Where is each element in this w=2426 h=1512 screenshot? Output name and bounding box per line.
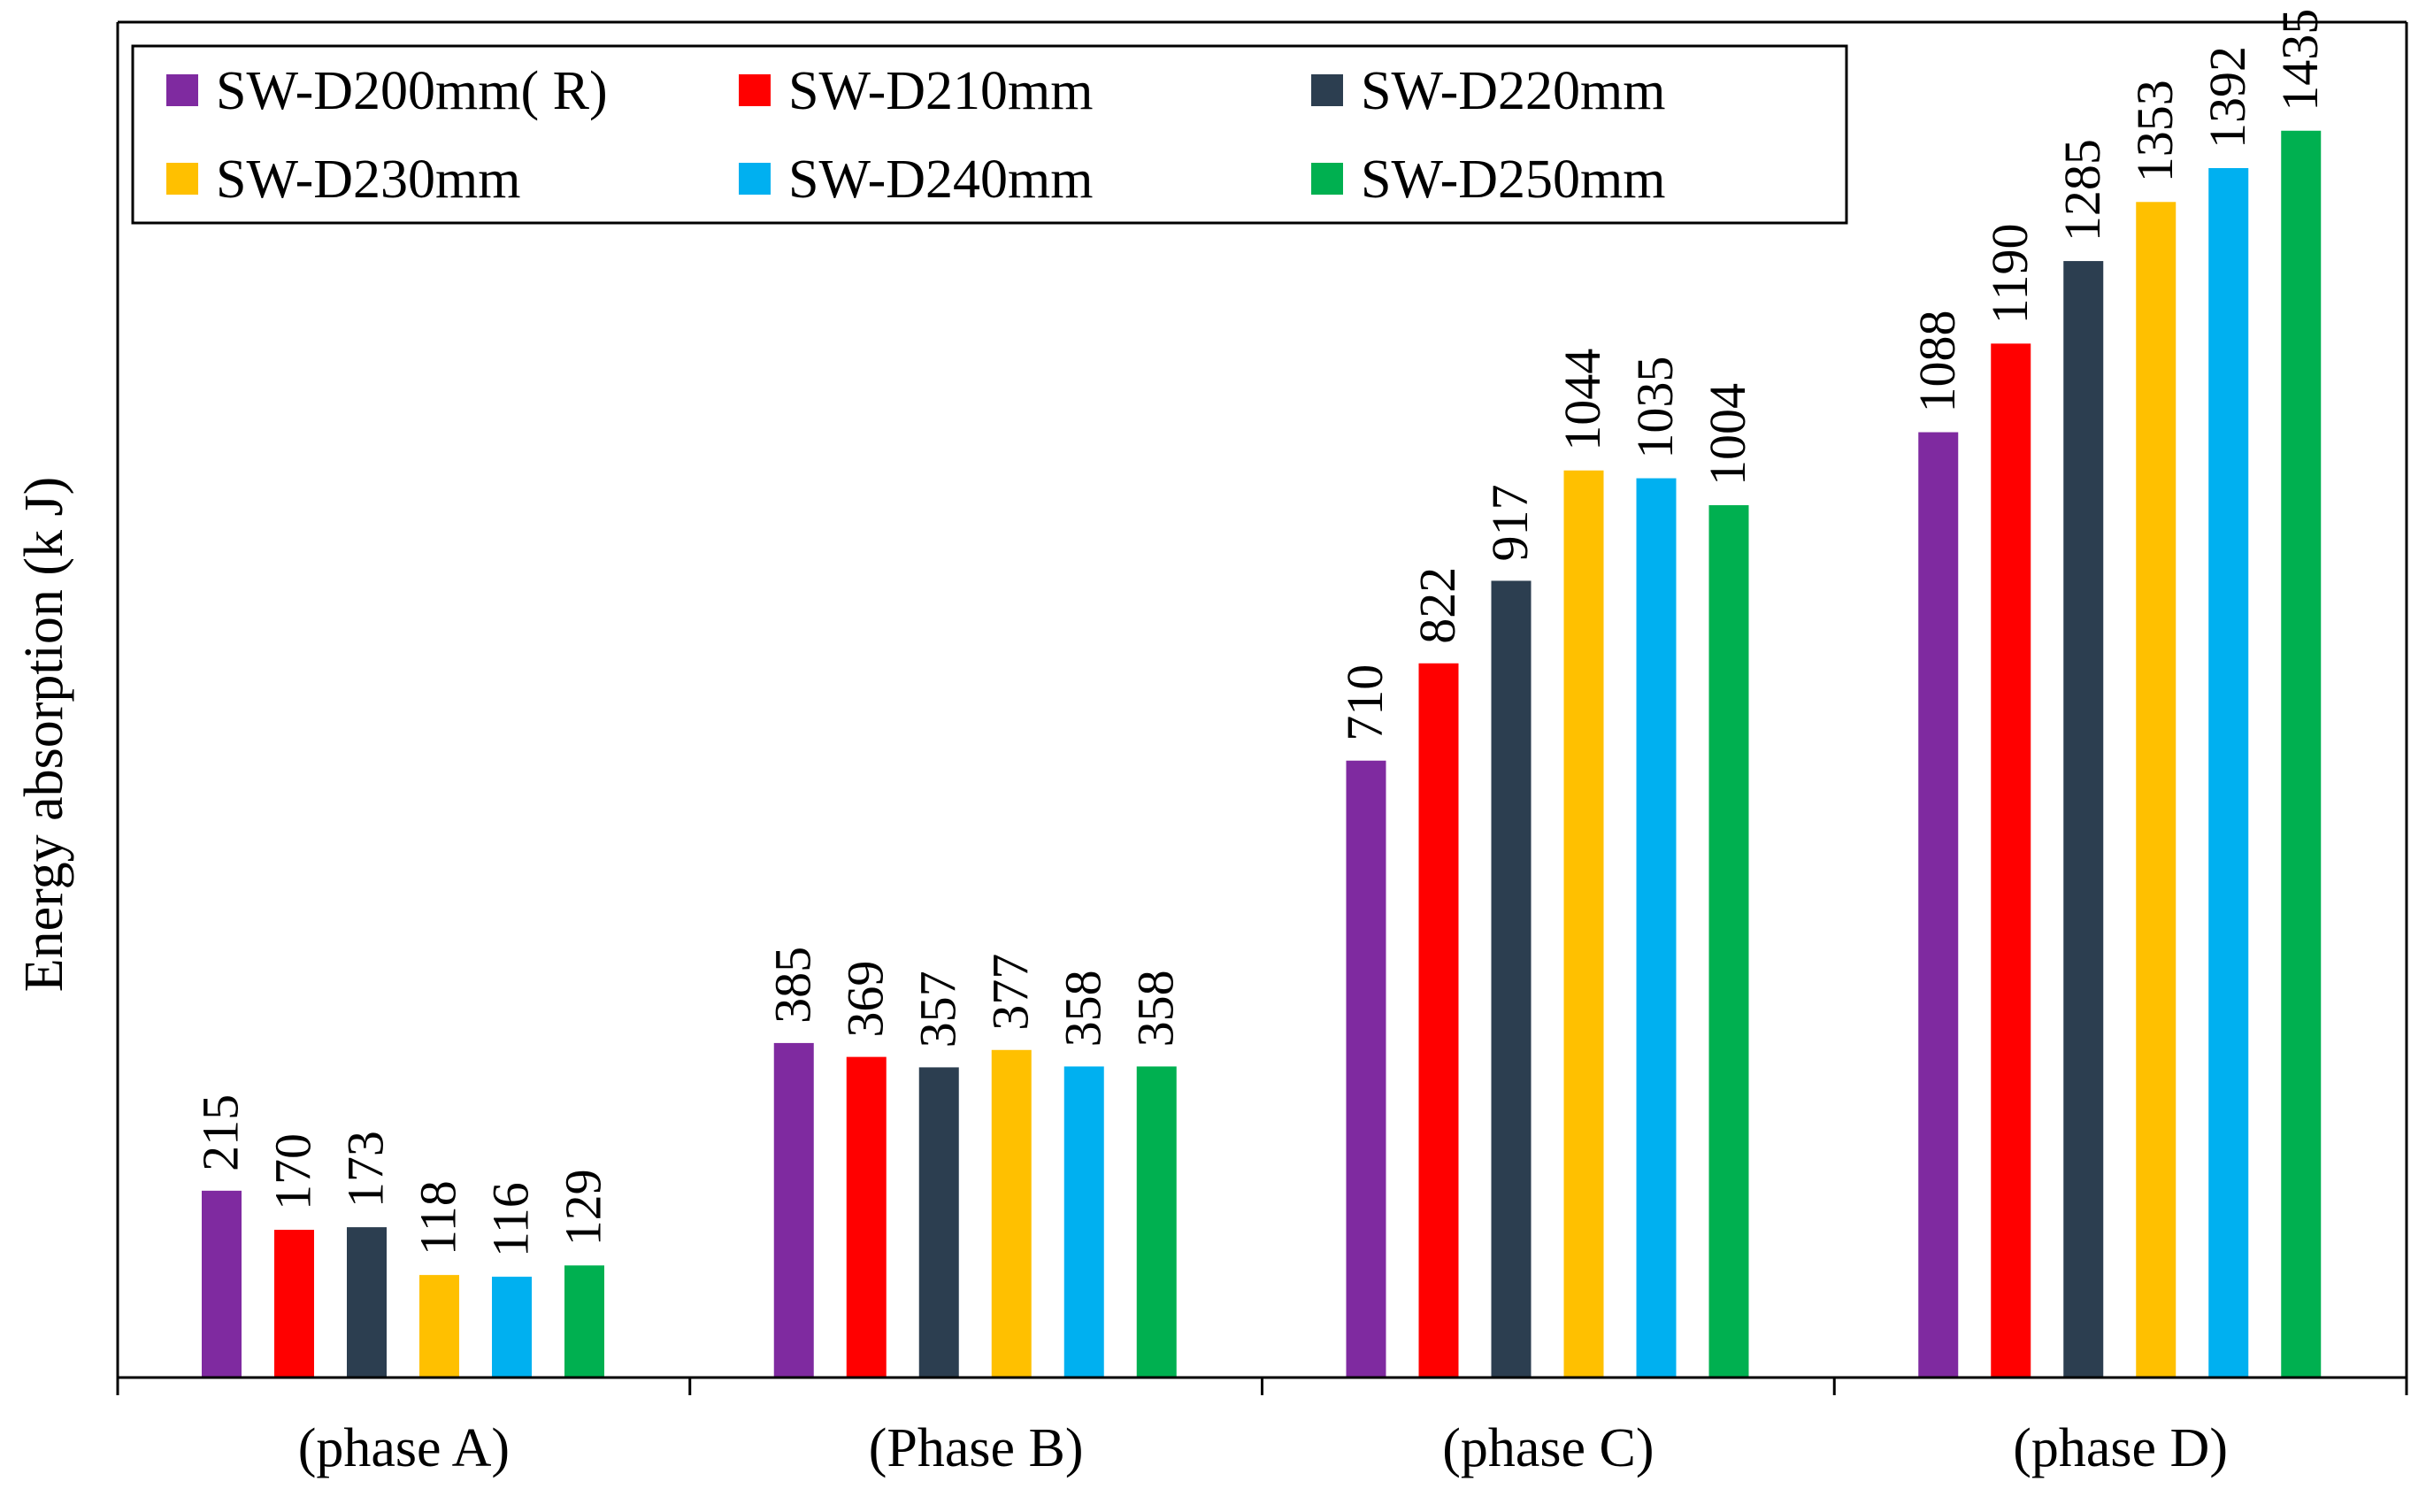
legend-box: [131, 44, 1848, 225]
bar-4-5: [2208, 167, 2249, 1378]
legend-label: SW-D220mm: [1361, 61, 1665, 121]
data-label: 1353: [2126, 80, 2184, 182]
data-label: 1044: [1554, 349, 1611, 451]
bar-3-2: [1418, 663, 1459, 1378]
data-label: 822: [1409, 567, 1466, 644]
x-tick-label: (phase D): [2013, 1418, 2228, 1478]
axes-layer: (phase A) (Phase B) (phase C) (phase D): [116, 20, 2408, 1478]
bar-3-5: [1636, 478, 1677, 1378]
bar-3-4: [1563, 470, 1604, 1378]
data-label: 116: [482, 1182, 540, 1257]
bar-2-1: [773, 1042, 814, 1378]
data-label: 358: [1054, 970, 1111, 1047]
bar-4-2: [1991, 343, 2031, 1378]
data-label: 1285: [2054, 139, 2111, 242]
data-label: 358: [1126, 970, 1184, 1047]
y-axis-title: Energy absorption (k J): [14, 477, 74, 993]
legend-label: SW-D230mm: [216, 150, 520, 210]
bar-4-4: [2136, 202, 2176, 1378]
bar-1-3: [347, 1227, 387, 1378]
bar-1-4: [419, 1275, 459, 1378]
legend-swatch: [166, 163, 198, 195]
bars-layer: [202, 130, 2322, 1378]
bar-2-3: [918, 1067, 959, 1378]
data-label: 1088: [1908, 311, 1966, 413]
bar-2-2: [846, 1056, 887, 1378]
data-label: 1392: [2199, 46, 2256, 149]
legend-swatch: [166, 74, 198, 106]
legend-swatch: [739, 163, 771, 195]
data-label: 917: [1481, 484, 1539, 561]
bar-1-1: [202, 1190, 242, 1378]
legend-swatch: [1311, 74, 1343, 106]
bar-2-5: [1063, 1066, 1104, 1378]
legend: SW-D200mm( R) SW-D210mm SW-D220mm SW-D230mm…: [131, 44, 1848, 225]
legend-swatch: [1311, 163, 1343, 195]
data-label: 215: [192, 1094, 250, 1171]
data-label: 357: [909, 971, 966, 1048]
legend-label: SW-D250mm: [1361, 150, 1665, 210]
legend-label: SW-D200mm( R): [216, 61, 608, 121]
data-label: 377: [981, 954, 1039, 1031]
bar-3-6: [1708, 505, 1749, 1378]
legend-label: SW-D210mm: [788, 61, 1093, 121]
x-tick-label: (phase C): [1442, 1418, 1654, 1478]
legend-swatch: [739, 74, 771, 106]
data-label: 1035: [1626, 357, 1684, 459]
bar-4-3: [2063, 261, 2104, 1378]
data-label: 385: [764, 947, 821, 1024]
data-label: 118: [410, 1180, 467, 1255]
x-tick-label: (Phase B): [869, 1418, 1084, 1478]
bar-2-4: [991, 1049, 1032, 1378]
data-label: 173: [337, 1131, 395, 1208]
bar-4-6: [2281, 130, 2322, 1378]
data-label: 1435: [2271, 9, 2329, 111]
bar-1-6: [564, 1265, 604, 1378]
data-label: 1004: [1699, 383, 1756, 486]
bar-1-2: [274, 1230, 314, 1378]
bar-3-1: [1346, 760, 1386, 1378]
data-label: 1190: [1981, 223, 2038, 324]
bar-2-6: [1136, 1066, 1177, 1378]
legend-label: SW-D240mm: [788, 150, 1093, 210]
data-label: 129: [555, 1169, 612, 1246]
bar-3-3: [1491, 580, 1532, 1378]
data-label: 369: [836, 961, 894, 1038]
data-label: 710: [1336, 664, 1393, 741]
x-tick-label: (phase A): [298, 1418, 510, 1478]
bar-4-1: [1918, 432, 1959, 1378]
data-labels-layer: 215 170 173 118 116 129 385 369 357 377 358 358 710 8…: [192, 9, 2329, 1257]
bar-1-5: [492, 1277, 532, 1378]
data-label: 170: [265, 1133, 322, 1210]
